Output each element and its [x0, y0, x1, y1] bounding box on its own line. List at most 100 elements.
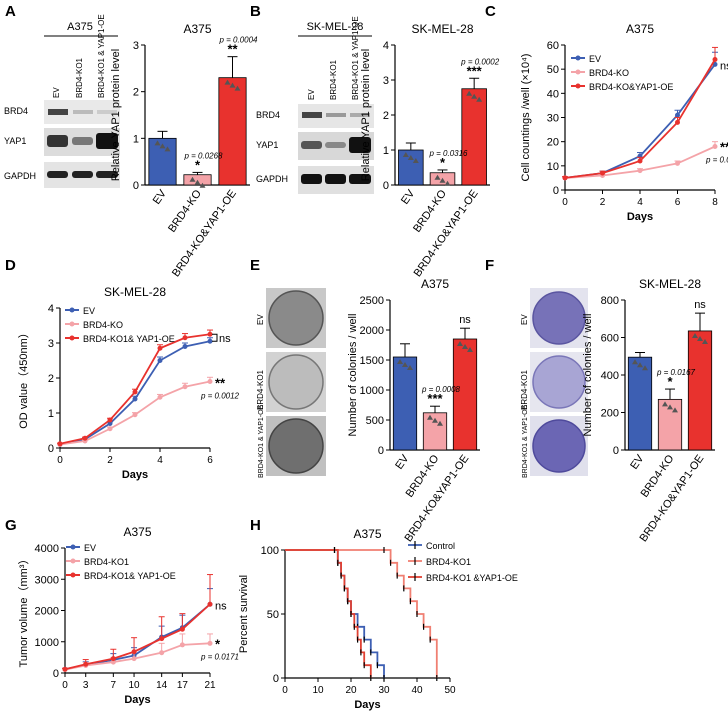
panel-H-label: H	[250, 517, 261, 534]
H_km-xlabel: Days	[354, 699, 380, 711]
blot-B-lane-2: BRD4-KO1	[329, 59, 338, 100]
G_line-point-2-2	[110, 656, 116, 662]
E_bar-dot-2-0	[457, 341, 463, 346]
blot-B-yap1-band-1	[301, 141, 322, 149]
blot-B-protein-1: BRD4	[256, 110, 280, 120]
H_km-title: A375	[353, 527, 381, 541]
D_line-point-2-1	[82, 435, 88, 441]
E_bar-xlabel-0: EV	[393, 452, 412, 471]
E_bar-ytick-label-5: 2500	[360, 295, 384, 307]
C_line-stars: ***	[720, 140, 728, 155]
D_line-xtick-label-3: 6	[207, 455, 213, 466]
dish-F-1	[532, 291, 586, 345]
blot-B-gapdh-band-3	[349, 174, 371, 184]
A_bar-xlabel-1: BRD4-KO	[166, 187, 204, 234]
A_bar-dot-0-1	[159, 143, 166, 149]
panel-F-label: F	[485, 257, 494, 274]
blot-B-lane-3: BRD4-KO1 & YAP1-OE	[351, 16, 360, 100]
D_line-ns-bracket	[212, 333, 218, 342]
E_bar-dot-2-2	[467, 347, 473, 352]
C_line-ns: ns	[720, 60, 728, 72]
G_line-xtick-label-5: 17	[177, 680, 189, 691]
D_line-point-2-0	[57, 441, 63, 447]
C_line-point-2-4	[712, 57, 718, 62]
C_line-point-2-0	[562, 175, 568, 181]
E_bar-pvalue-0: p = 0.0008	[421, 385, 461, 394]
C_line-ytick-label-0: 0	[553, 185, 559, 197]
G_line-point-2-0	[62, 666, 68, 672]
F_bar-ylabel: Number of colonies / well	[582, 314, 594, 437]
E_bar-ns-1: ns	[459, 314, 471, 326]
G_line-point-1-5	[179, 642, 185, 648]
F_bar-dot-0-2	[642, 365, 648, 371]
E_bar-ytick-label-4: 2000	[360, 325, 384, 337]
A_bar-dot-1-0	[189, 176, 196, 182]
C_line-xtick-label-3: 6	[675, 197, 681, 208]
blot-A-lane-2: BRD4-KO1	[75, 57, 84, 98]
A_bar-dot-0-2	[164, 146, 171, 152]
H_km-ytick-label-1: 50	[267, 609, 279, 621]
B_bar-ytick-label-0: 0	[383, 180, 389, 192]
G_line-xtick-label-3: 10	[128, 680, 140, 691]
D_line-ytick-label-3: 3	[48, 338, 54, 350]
D_line-ytick-label-0: 0	[48, 443, 54, 455]
B_bar-dot-1-0	[434, 174, 441, 180]
dish-F-label-2: BRD4-KO1	[520, 369, 529, 410]
blot-A-brd4-band-2	[73, 110, 93, 114]
H_km-legend-1: BRD4-KO1	[426, 557, 471, 567]
E_bar-bar-2	[452, 338, 478, 451]
B_bar-dot-2-2	[476, 96, 483, 102]
D_line-point-2-4	[157, 345, 163, 351]
dishes-F: EV BRD4-KO1 BRD4-KO1 & YAP1-OE	[520, 288, 588, 478]
C_line-xtick-label-2: 4	[637, 197, 643, 208]
blot-B-cell: SK-MEL-28	[307, 21, 364, 33]
C_line-ytick-label-2: 20	[547, 137, 559, 149]
H_km-xtick-label-2: 20	[345, 685, 357, 696]
A_bar-ytick-label-3: 3	[133, 40, 139, 52]
D_line-point-1-6	[207, 379, 213, 384]
D_line-legend-marker-2	[69, 335, 75, 341]
blot-A-protein-2: YAP1	[4, 136, 26, 146]
F_bar-ytick-label-3: 600	[601, 333, 619, 345]
G_line-xtick-label-6: 21	[204, 680, 216, 691]
F_bar-dot-0-0	[632, 359, 638, 365]
G_line-xtick-label-1: 3	[83, 680, 89, 691]
H_km-ylabel: Percent survival	[238, 575, 250, 653]
F_bar-title: SK-MEL-28	[639, 277, 701, 291]
blot-A-cell: A375	[67, 21, 93, 33]
dish-F-label-1: EV	[520, 314, 529, 325]
H_km-line-1	[285, 549, 438, 678]
A_bar-dot-1-1	[194, 179, 201, 185]
blot-A-lane-1: EV	[52, 87, 61, 98]
C_line-xlabel: Days	[627, 211, 653, 223]
C_line-ytick-label-3: 30	[547, 113, 559, 125]
blot-B-brd4-band-1	[302, 112, 322, 118]
G_line-legend-marker-1	[70, 558, 76, 564]
B_bar-dot-1-1	[439, 177, 446, 183]
D_line-point-0-3	[132, 396, 138, 402]
B_bar-ytick-label-1: 1	[383, 145, 389, 157]
H_km-xtick-label-0: 0	[282, 685, 288, 696]
C_line-point-1-4	[712, 144, 718, 149]
panel-G-label: G	[5, 517, 17, 534]
B_bar-stars-1: ***	[467, 63, 483, 78]
F_bar-pvalue-0: p = 0.0167	[656, 368, 696, 377]
A_bar-xlabel-2: BRD4-KO&YAP1-OE	[170, 188, 239, 279]
B_bar-dot-0-1	[407, 155, 414, 160]
panel-D-label: D	[5, 257, 16, 274]
D_line-point-0-6	[207, 338, 213, 344]
H_km-ytick-label-2: 100	[261, 545, 279, 557]
G_line-legend-1: BRD4-KO1	[84, 557, 129, 567]
A_bar-ytick-label-2: 2	[133, 87, 139, 99]
H_km-xtick-label-3: 30	[378, 685, 390, 696]
F_bar-ytick-label-4: 800	[601, 295, 619, 307]
dish-E-label-2: BRD4-KO1	[256, 369, 265, 410]
F_bar-dot-2-1	[697, 335, 703, 341]
G_line-point-2-6	[207, 601, 213, 607]
G_line-point-1-2	[110, 659, 116, 665]
D_line-point-2-3	[132, 389, 138, 395]
panel-C-label: C	[485, 3, 496, 20]
B_bar-dot-1-2	[444, 180, 451, 186]
blot-B-brd4-band-3	[350, 113, 370, 117]
